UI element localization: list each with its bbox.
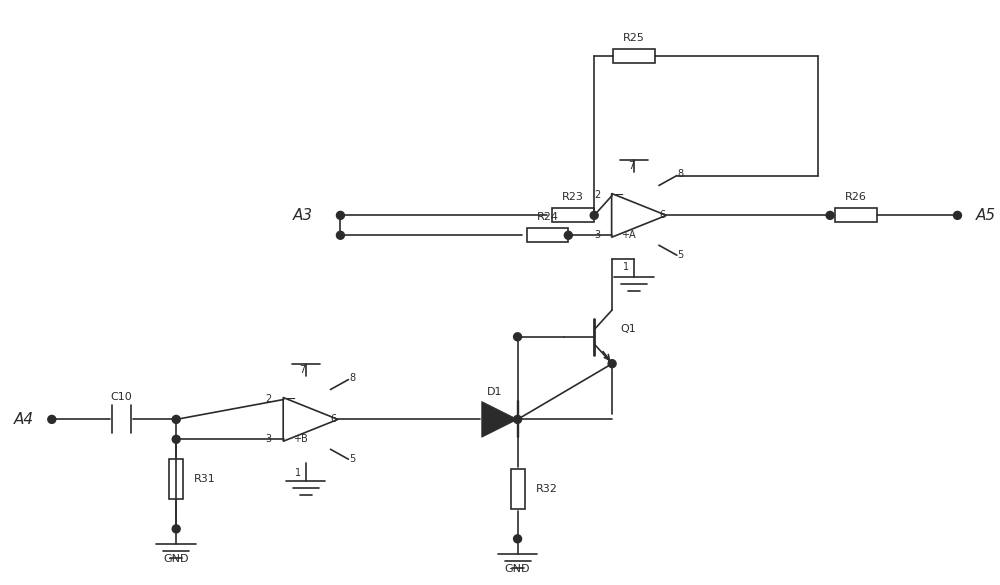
Text: 7: 7	[299, 364, 306, 374]
Text: R26: R26	[845, 192, 867, 202]
Circle shape	[953, 211, 961, 219]
Text: −: −	[285, 393, 296, 406]
Text: R25: R25	[623, 33, 645, 43]
Text: A5: A5	[975, 208, 996, 223]
Text: 7: 7	[628, 161, 634, 171]
Circle shape	[172, 415, 180, 424]
Text: R23: R23	[562, 192, 584, 202]
Text: C10: C10	[111, 393, 132, 402]
Text: A4: A4	[14, 412, 34, 427]
Text: 3: 3	[266, 434, 272, 444]
Text: 6: 6	[330, 414, 337, 424]
Circle shape	[608, 360, 616, 367]
Text: R24: R24	[536, 212, 558, 222]
Text: 5: 5	[678, 250, 684, 260]
Text: 1: 1	[294, 468, 301, 478]
Text: 8: 8	[349, 373, 355, 383]
Circle shape	[564, 231, 572, 239]
Text: R31: R31	[194, 474, 216, 484]
Circle shape	[336, 211, 344, 219]
Text: A3: A3	[292, 208, 313, 223]
Bar	[169, 459, 183, 499]
Text: 8: 8	[678, 168, 684, 178]
Text: 2: 2	[265, 394, 272, 404]
Text: +A: +A	[621, 230, 636, 240]
Bar	[613, 49, 655, 63]
Circle shape	[336, 231, 344, 239]
Circle shape	[514, 333, 522, 341]
Circle shape	[514, 535, 522, 543]
Text: GND: GND	[163, 554, 189, 564]
Circle shape	[590, 211, 598, 219]
Text: GND: GND	[505, 564, 530, 574]
Circle shape	[48, 415, 56, 424]
Text: R32: R32	[535, 484, 557, 494]
Polygon shape	[482, 401, 518, 438]
Bar	[552, 208, 594, 222]
Bar	[527, 228, 568, 242]
Circle shape	[514, 415, 522, 424]
Text: 6: 6	[659, 211, 665, 221]
Circle shape	[172, 435, 180, 443]
Text: 5: 5	[349, 454, 355, 464]
Circle shape	[172, 525, 180, 533]
Text: D1: D1	[487, 387, 502, 397]
Text: −: −	[614, 189, 624, 202]
Text: +B: +B	[293, 434, 307, 444]
Circle shape	[826, 211, 834, 219]
Text: 3: 3	[594, 230, 600, 240]
Text: 1: 1	[623, 262, 629, 272]
Text: 2: 2	[594, 191, 600, 201]
Bar	[835, 208, 877, 222]
Bar	[511, 469, 525, 509]
Text: Q1: Q1	[620, 324, 636, 334]
